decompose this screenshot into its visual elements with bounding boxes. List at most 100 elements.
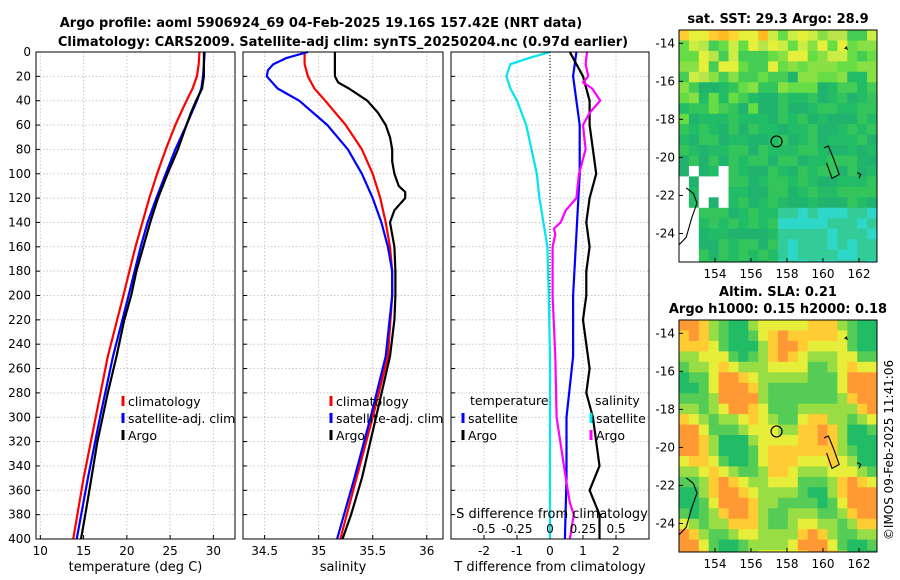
sla-map-cell <box>688 497 700 509</box>
sst-map-cell <box>877 229 888 240</box>
sla-map-cell <box>728 320 739 332</box>
sla-map-cell <box>847 466 858 478</box>
sla-map-cell <box>847 340 858 352</box>
sla-map-cell <box>787 518 799 530</box>
sla-map-cell <box>758 403 769 415</box>
sla-map-cell <box>698 476 710 488</box>
sst-map-cell <box>718 50 730 62</box>
sst-map-cell <box>877 156 888 167</box>
sst-map-cell <box>698 92 710 104</box>
sst-map-cell <box>768 30 779 42</box>
sla-map-cell <box>748 424 759 436</box>
s-axis-tick-label: -0.25 <box>501 522 532 536</box>
sst-map-cell <box>827 239 838 251</box>
sst-map-cell <box>679 134 690 146</box>
sla-map-cell <box>817 487 829 499</box>
sla-map-cell <box>827 508 838 520</box>
sst-map-cell <box>857 92 868 104</box>
sst-map-cell <box>817 239 829 251</box>
sla-map-cell <box>738 539 749 551</box>
sla-map-cell <box>738 320 749 332</box>
sst-map-cell <box>797 186 809 198</box>
y-tick-label: 280 <box>8 386 31 400</box>
plot-frame <box>242 51 444 540</box>
sla-map-cell <box>738 361 749 373</box>
sst-map-cell <box>728 113 739 125</box>
sla-map-cell <box>778 393 789 405</box>
sst-map-cell <box>768 239 779 251</box>
sst-map-cell <box>738 249 749 261</box>
sla-map-cell <box>758 320 769 332</box>
sst-map-cell <box>847 113 858 125</box>
sst-map-cell <box>758 249 769 261</box>
sst-map-cell <box>728 176 739 188</box>
y-tick-label: 40 <box>16 94 31 108</box>
sla-map-cell <box>728 466 739 478</box>
sst-map-cell <box>738 71 749 83</box>
sla-map-cell <box>679 550 690 552</box>
sla-map-cell <box>728 508 739 520</box>
sla-map-cell <box>817 340 829 352</box>
sla-map-cell <box>787 476 799 488</box>
sla-map-cell <box>679 456 690 468</box>
sst-map-cell <box>768 50 779 62</box>
sla-map-cell <box>708 361 720 373</box>
sst-map-cell <box>758 113 769 125</box>
sst-map-cell <box>837 92 848 104</box>
sst-map-cell <box>718 145 730 157</box>
sst-map-cell <box>748 30 759 42</box>
sst-map-cell <box>758 197 769 209</box>
sst-map-cell <box>827 30 838 42</box>
sst-map-cell <box>847 155 858 167</box>
sla-map-cell <box>807 361 819 373</box>
sla-map-cell <box>867 372 877 384</box>
sla-map-cell <box>748 361 759 373</box>
t-diff-x-label: T difference from climatology <box>453 560 646 575</box>
sst-map-cell <box>708 145 720 157</box>
temperature-x-label: temperature (deg C) <box>69 560 203 575</box>
sst-map-cell <box>748 50 759 62</box>
sst-map-cell <box>837 134 848 146</box>
sla-map-cell <box>807 518 819 530</box>
sst-map-cell <box>857 218 868 230</box>
sst-map-cell <box>698 134 710 146</box>
sla-map-cell <box>738 330 749 342</box>
sst-map-cell <box>688 239 700 251</box>
sst-map-cell <box>778 260 789 262</box>
sst-map-cell <box>679 50 690 62</box>
sla-map-cell <box>748 351 759 363</box>
sla-map-cell <box>827 403 838 415</box>
sla-map-cell <box>827 414 838 426</box>
sst-map-cell <box>748 103 759 115</box>
sla-map-cell <box>857 403 868 415</box>
sla-map-cell <box>847 372 858 384</box>
sla-map-cell <box>867 424 877 436</box>
sla-map-cell <box>847 361 858 373</box>
sla-map-cell <box>837 539 848 551</box>
sla-map-cell <box>847 330 858 342</box>
sst-map-cell <box>679 71 690 83</box>
sst-map-cell <box>728 92 739 104</box>
sst-map-cell <box>718 92 730 104</box>
sla-map-cell <box>857 424 868 436</box>
tdiff-sat-line <box>563 51 581 540</box>
y-tick-label: 140 <box>8 215 31 229</box>
sla-map-cell <box>768 550 779 552</box>
sst-map-x-tick-label: 154 <box>704 267 727 281</box>
sst-map-cell <box>708 30 720 42</box>
sla-map-cell <box>688 424 700 436</box>
sst-map-cell <box>787 92 799 104</box>
sla-map-cell <box>768 382 779 394</box>
sst-map-cell <box>738 134 749 146</box>
sla-map-cell <box>758 414 769 426</box>
sst-map-cell <box>857 197 868 209</box>
sst-map-cell <box>698 207 710 219</box>
sla-map-cell <box>758 456 769 468</box>
sla-map-cell <box>748 372 759 384</box>
sst-map-cell <box>877 176 888 187</box>
sst-map-cell <box>877 271 888 282</box>
sst-map-cell <box>837 82 848 94</box>
s-axis-tick-label: 0 <box>546 522 554 536</box>
sst-map-cell <box>847 186 858 198</box>
sla-map-cell <box>877 540 888 551</box>
